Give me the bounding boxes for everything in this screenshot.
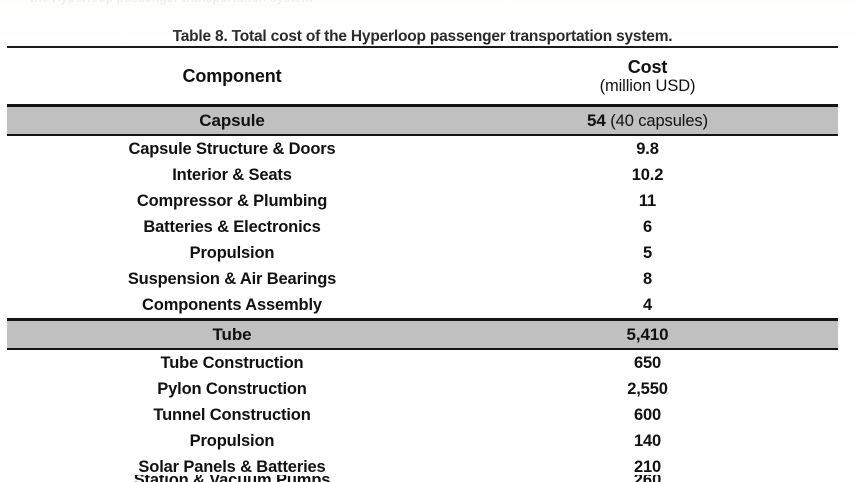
- section-name-tube: Tube: [7, 318, 457, 350]
- row-component: Pylon Construction: [157, 379, 307, 398]
- table-row: Tunnel Construction 600: [7, 402, 838, 428]
- section-total-value: 5,410: [626, 324, 669, 344]
- row-component: Tunnel Construction: [153, 405, 311, 424]
- row-cost: 9.8: [636, 139, 659, 158]
- clipped-bottom-row: Station & Vacuum Pumps 260: [7, 475, 838, 482]
- row-cost: 4: [642, 295, 653, 314]
- row-cost: 5: [642, 243, 653, 262]
- table-row: Propulsion 5: [7, 240, 838, 266]
- cost-table: Component Cost (million USD) Capsule 54 …: [7, 46, 838, 480]
- row-component: Propulsion: [189, 431, 275, 450]
- row-component: Suspension & Air Bearings: [127, 269, 337, 288]
- section-header-row-capsule: Capsule 54 (40 capsules): [7, 104, 838, 136]
- row-component: Tube Construction: [160, 353, 304, 372]
- section-header-row-tube: Tube 5,410: [7, 318, 838, 350]
- table-header-row: Component Cost (million USD): [7, 46, 838, 106]
- section-total-capsule: 54 (40 capsules): [457, 104, 838, 136]
- column-header-cost-label: Cost: [627, 56, 668, 77]
- row-cost: 140: [633, 431, 662, 450]
- row-cost: 11: [638, 191, 657, 210]
- row-component: Batteries & Electronics: [143, 217, 321, 236]
- table-row: Batteries & Electronics 6: [7, 214, 838, 240]
- row-component: Interior & Seats: [172, 165, 292, 184]
- row-cost: 650: [633, 353, 662, 372]
- clipped-preceding-text: the Hyperloop passenger transportation s…: [30, 0, 820, 5]
- row-cost: 6: [642, 217, 653, 236]
- table-body: Component Cost (million USD) Capsule 54 …: [7, 46, 838, 480]
- table-row: Components Assembly 4: [7, 292, 838, 320]
- table-row: Pylon Construction 2,550: [7, 376, 838, 402]
- row-component: Solar Panels & Batteries: [138, 457, 326, 476]
- table-row: Solar Panels & Batteries 210: [7, 454, 838, 480]
- section-total-value: 54: [587, 110, 606, 130]
- row-component: Compressor & Plumbing: [136, 191, 328, 210]
- row-cost: 2,550: [627, 379, 668, 398]
- table-row: Capsule Structure & Doors 9.8: [7, 135, 838, 162]
- section-total-note: (40 capsules): [605, 111, 708, 130]
- table-row: Suspension & Air Bearings 8: [7, 266, 838, 292]
- row-cost: 8: [642, 269, 653, 288]
- table-row: Tube Construction 650: [7, 349, 838, 376]
- table-row: Interior & Seats 10.2: [7, 162, 838, 188]
- row-component: Capsule Structure & Doors: [128, 139, 336, 158]
- table-caption: Table 8. Total cost of the Hyperloop pas…: [172, 28, 673, 45]
- row-cost: 600: [633, 405, 662, 424]
- row-cost: 10.2: [631, 165, 664, 184]
- row-component: Components Assembly: [142, 295, 322, 314]
- column-header-component: Component: [7, 46, 457, 106]
- table-row: Propulsion 140: [7, 428, 838, 454]
- column-header-cost-unit: (million USD): [599, 76, 696, 95]
- column-header-cost: Cost (million USD): [457, 46, 838, 106]
- row-cost: 210: [633, 457, 662, 476]
- section-name-capsule: Capsule: [7, 104, 457, 136]
- row-component: Station & Vacuum Pumps: [7, 475, 457, 482]
- row-cost: 260: [457, 475, 838, 482]
- section-total-tube: 5,410: [457, 318, 838, 350]
- table-row: Compressor & Plumbing 11: [7, 188, 838, 214]
- row-component: Propulsion: [189, 243, 275, 262]
